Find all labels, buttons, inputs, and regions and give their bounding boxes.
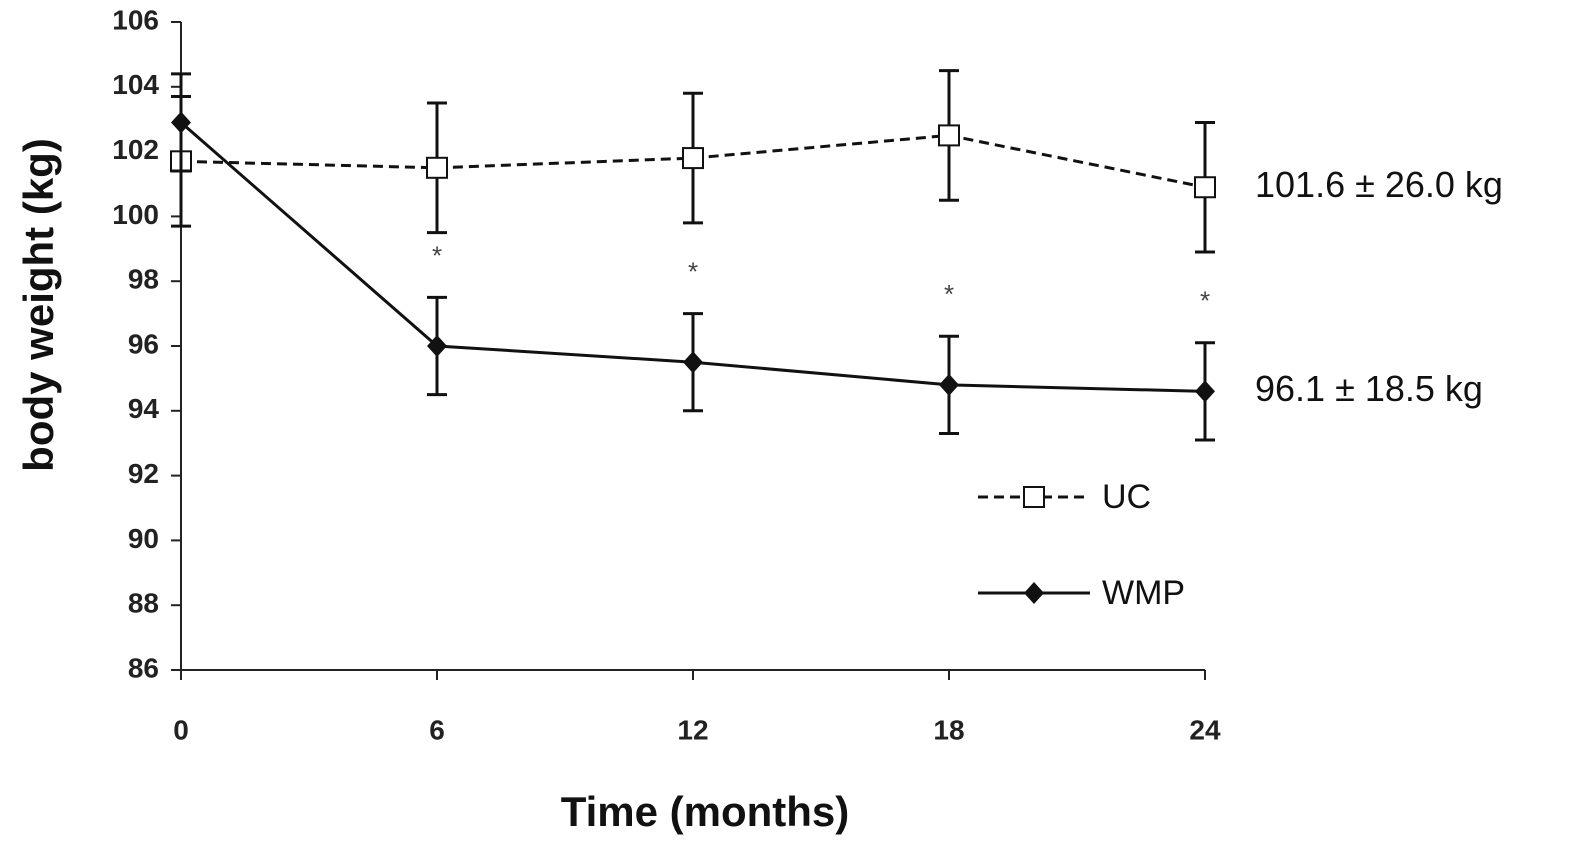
marker xyxy=(427,335,447,357)
end-label: 96.1 ± 18.5 kg xyxy=(1255,368,1483,409)
y-tick-label: 102 xyxy=(112,134,159,165)
annotation: * xyxy=(944,279,954,309)
annotation: * xyxy=(1200,286,1210,316)
marker xyxy=(682,147,704,170)
marker xyxy=(939,373,959,396)
marker xyxy=(1195,380,1215,403)
x-tick-label: 18 xyxy=(933,714,964,745)
marker xyxy=(1024,582,1044,604)
legend-label: UC xyxy=(1102,478,1151,516)
y-tick-label: 104 xyxy=(112,69,159,100)
x-axis-title: Time (months) xyxy=(561,788,850,835)
x-tick-label: 0 xyxy=(173,714,189,745)
marker xyxy=(171,111,191,134)
marker xyxy=(938,124,960,147)
legend-label: WMP xyxy=(1102,574,1185,612)
x-tick-label: 24 xyxy=(1189,714,1221,745)
annotation: * xyxy=(688,256,698,286)
end-label: 101.6 ± 26.0 kg xyxy=(1255,164,1503,205)
y-tick-label: 96 xyxy=(128,328,159,359)
marker xyxy=(1023,486,1045,508)
y-tick-label: 100 xyxy=(112,199,159,230)
y-tick-label: 92 xyxy=(128,458,159,489)
y-axis-title: body weight (kg) xyxy=(15,138,62,472)
marker xyxy=(683,351,703,374)
x-tick-label: 12 xyxy=(677,714,708,745)
y-tick-label: 90 xyxy=(128,523,159,554)
annotation: * xyxy=(432,240,442,270)
x-tick-label: 6 xyxy=(429,714,445,745)
marker xyxy=(426,156,448,179)
marker xyxy=(1194,176,1216,199)
y-tick-label: 88 xyxy=(128,588,159,619)
y-tick-label: 98 xyxy=(128,264,159,295)
y-tick-label: 86 xyxy=(128,652,159,683)
y-tick-label: 94 xyxy=(128,393,160,424)
y-tick-label: 106 xyxy=(112,4,159,35)
